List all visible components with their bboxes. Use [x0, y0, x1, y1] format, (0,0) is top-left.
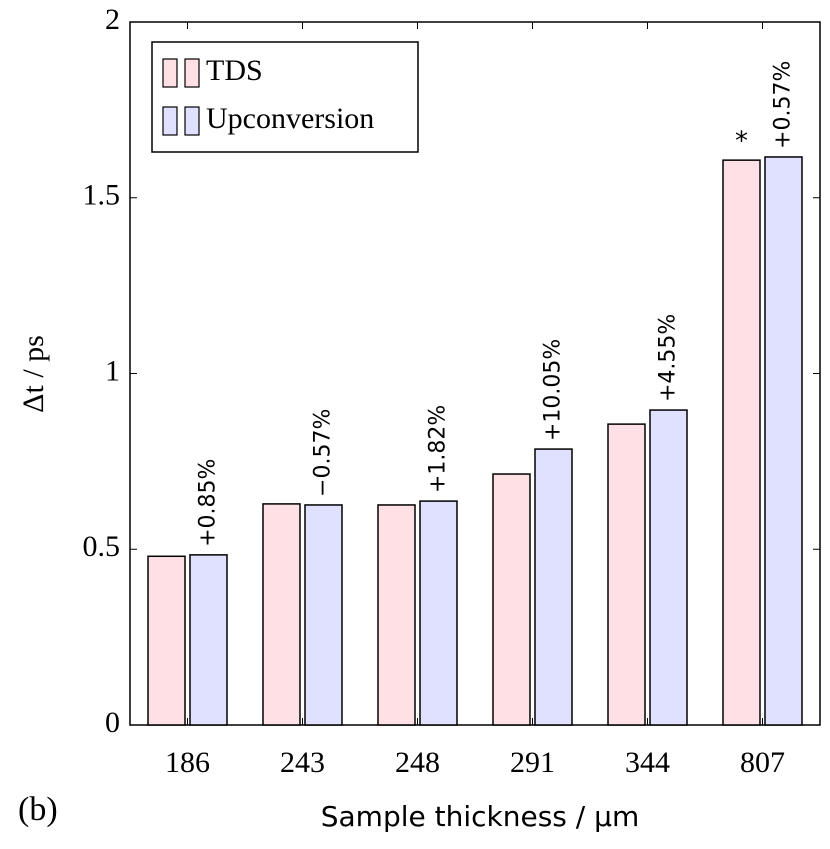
x-tick-label: 186: [165, 746, 210, 779]
y-tick-label: 0.5: [83, 530, 121, 563]
legend-swatch: [162, 58, 178, 88]
x-tick-label: 807: [740, 746, 785, 779]
bar: [764, 156, 803, 726]
bar: [147, 555, 186, 726]
bar: [649, 409, 688, 726]
bar: [607, 423, 646, 726]
bar: [722, 159, 761, 726]
y-tick-label: 2: [105, 3, 120, 36]
annotation: +1.82%: [426, 405, 451, 493]
panel-label: (b): [18, 791, 58, 828]
x-axis-label: Sample thickness / µm: [321, 800, 639, 833]
legend-swatch: [184, 58, 200, 88]
bar: [419, 500, 458, 726]
bar: [304, 504, 343, 726]
bar: [534, 448, 573, 726]
bar: [262, 503, 301, 726]
x-tick-label: 248: [395, 746, 440, 779]
annotation: +4.55%: [656, 314, 681, 402]
x-tick-label: 344: [625, 746, 670, 779]
bar: [377, 504, 416, 726]
annotation: +10.05%: [541, 339, 566, 441]
marker-note: *: [735, 127, 748, 157]
bar: [189, 554, 228, 726]
y-tick-label: 1.5: [83, 179, 121, 212]
legend-label: TDS: [206, 54, 263, 87]
y-axis-label: Δt / ps: [17, 335, 50, 413]
legend-swatch: [162, 106, 178, 136]
legend-swatch: [184, 106, 200, 136]
annotation: −0.57%: [311, 409, 336, 497]
x-tick-label: 243: [280, 746, 325, 779]
x-tick-label: 291: [510, 746, 555, 779]
y-tick-label: 1: [105, 354, 120, 387]
annotation: +0.57%: [771, 61, 796, 149]
legend-label: Upconversion: [206, 102, 374, 135]
y-tick-label: 0: [105, 706, 120, 739]
annotation: +0.85%: [196, 459, 221, 547]
bar: [492, 473, 531, 726]
